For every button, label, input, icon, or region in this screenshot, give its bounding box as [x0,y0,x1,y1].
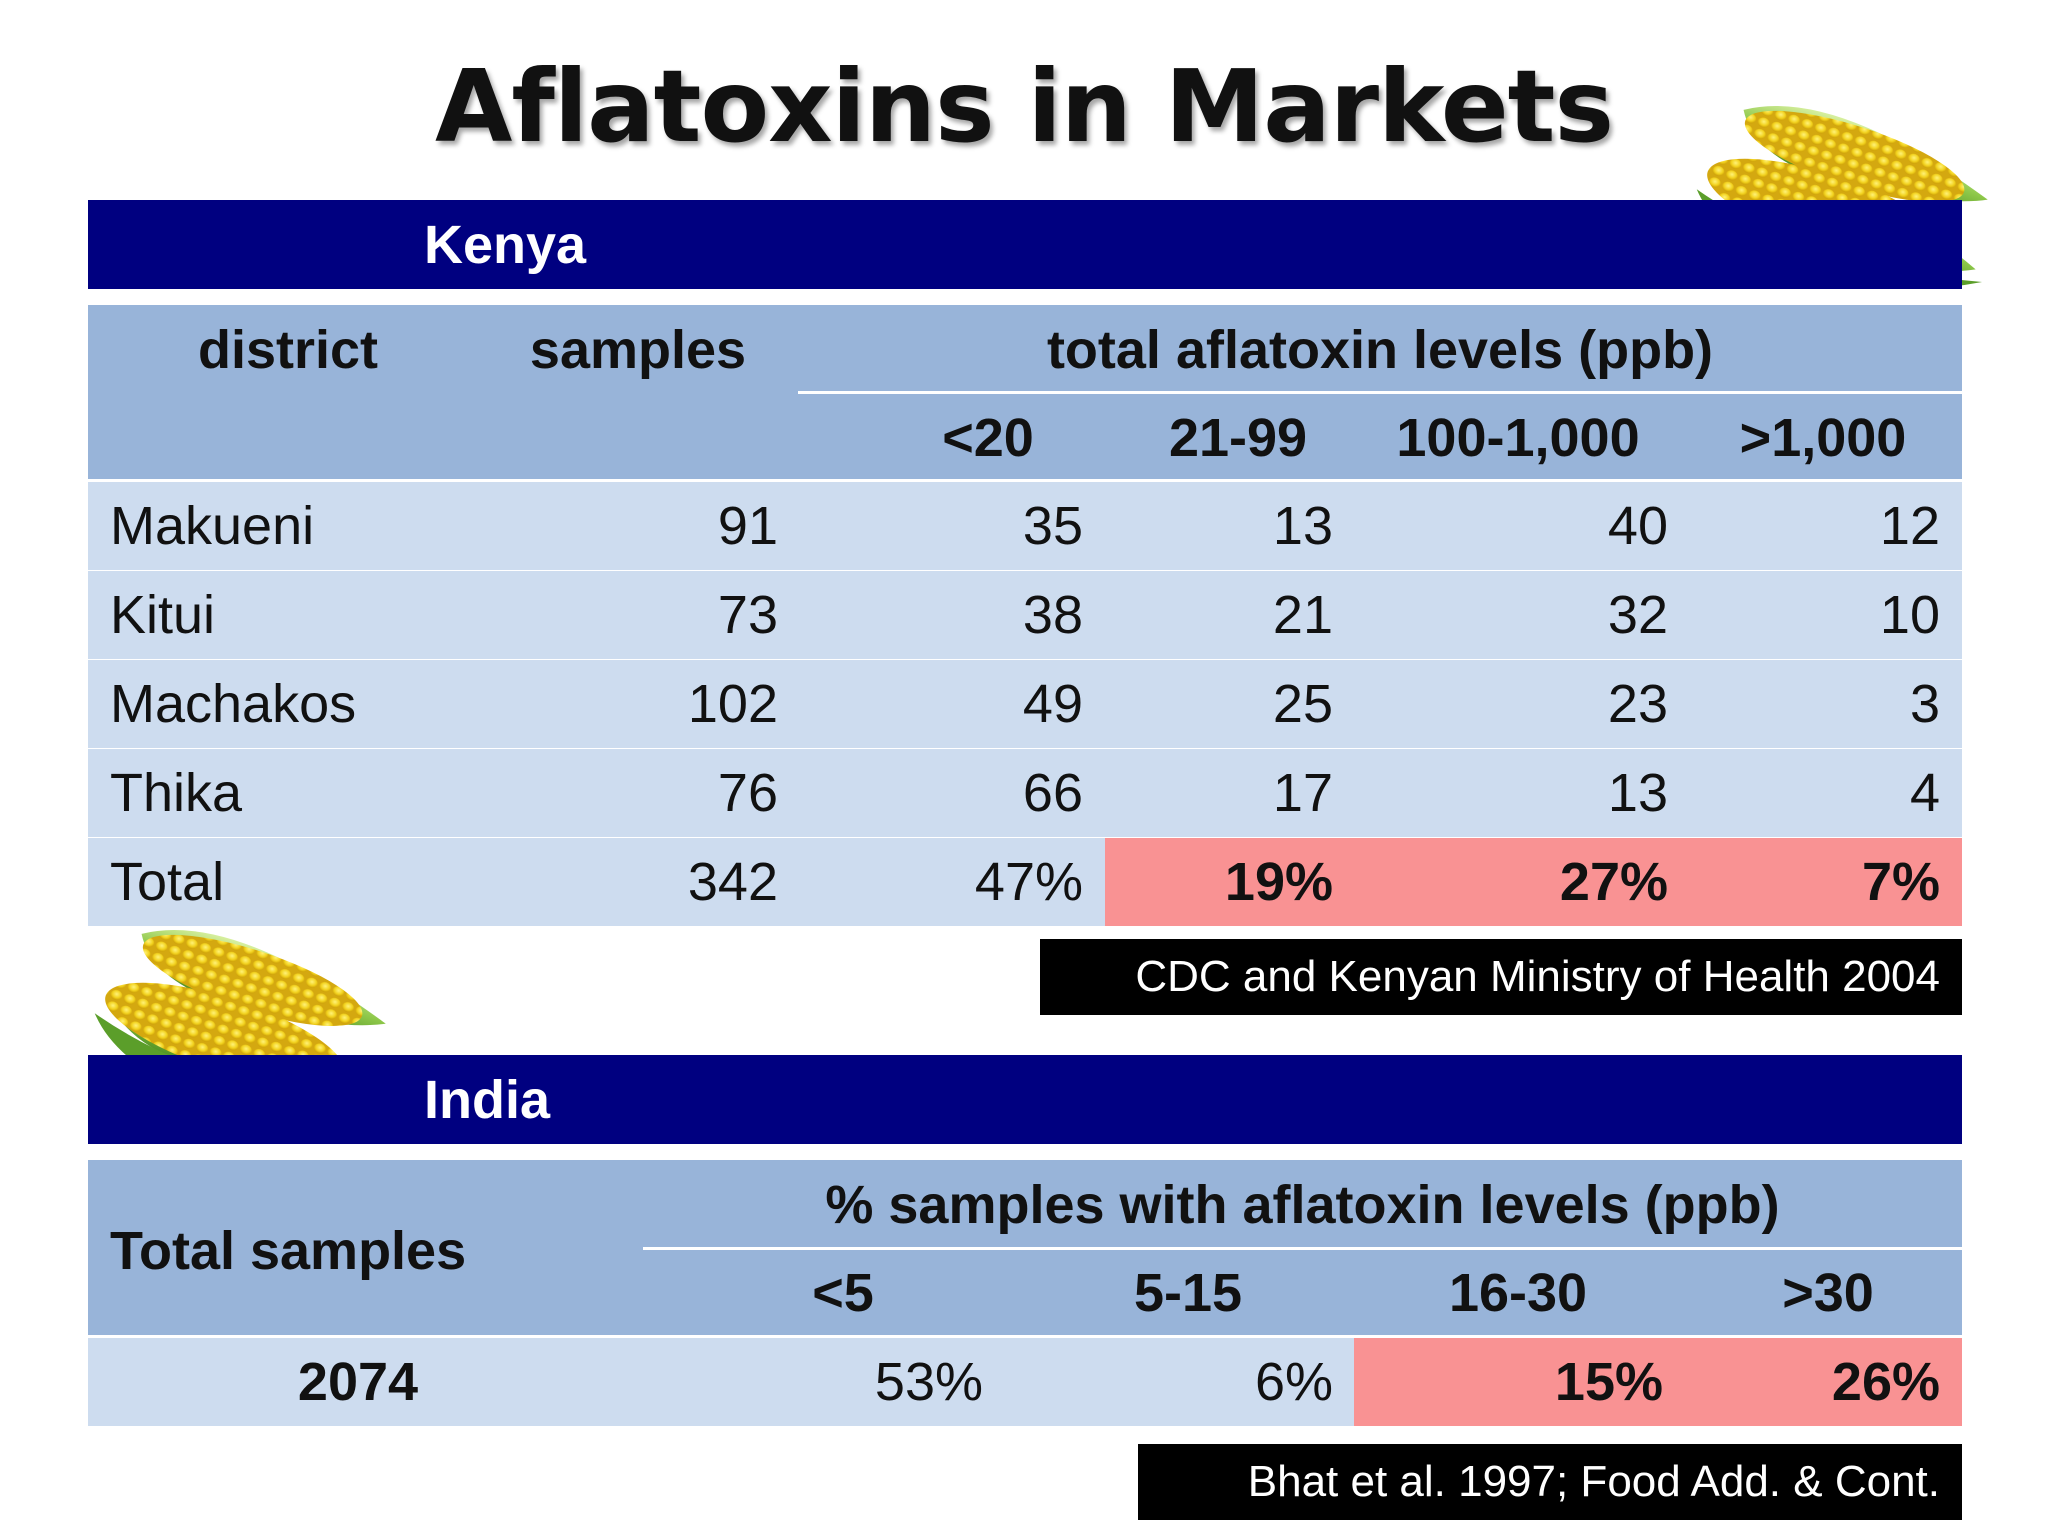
page-title: Aflatoxins in Markets [434,48,1614,165]
district-name: Thika [110,763,243,823]
total-bin-1: 47% [974,852,1083,912]
header-divider [643,1247,1962,1250]
bin-1-value: 66 [1022,763,1083,823]
india-bin-2: 6% [1254,1352,1333,1412]
kenya-table-header: district samples total aflatoxin levels … [88,305,1962,479]
india-bin-1: 53% [874,1352,983,1412]
bin-2-value: 21 [1272,585,1333,645]
bin-1-value: 38 [1022,585,1083,645]
header-bin-4: >1,000 [1739,408,1907,468]
total-bin-2: 19% [1224,852,1333,912]
samples-value: 91 [717,496,778,556]
header-samples: samples [529,320,747,380]
table-row: 2074 53% 6% 15% 26% [88,1338,1962,1426]
total-highlight [1105,838,1962,926]
total-bin-4: 7% [1861,852,1940,912]
samples-value: 73 [717,585,778,645]
table-row: Makueni 91 35 13 40 12 [88,482,1962,570]
bin-2-value: 13 [1272,496,1333,556]
bin-4-value: 4 [1909,763,1940,823]
district-name: Makueni [110,496,315,556]
samples-value: 76 [717,763,778,823]
header-bin-3: 16-30 [1448,1263,1588,1323]
header-bin-4: >30 [1782,1263,1874,1323]
kenya-label: Kenya [424,215,587,275]
bin-3-value: 32 [1607,585,1668,645]
bin-4-value: 10 [1879,585,1940,645]
bin-3-value: 40 [1607,496,1668,556]
bin-2-value: 17 [1272,763,1333,823]
table-row: Thika 76 66 17 13 4 [88,749,1962,837]
district-name: Kitui [110,585,216,645]
kenya-section-bar: Kenya [88,200,1962,289]
header-bin-2: 21-99 [1168,408,1308,468]
header-bin-2: 5-15 [1133,1263,1243,1323]
bin-4-value: 3 [1909,674,1940,734]
header-total-samples: Total samples [110,1221,467,1281]
header-bin-1: <20 [942,408,1034,468]
bin-3-value: 13 [1607,763,1668,823]
india-source-citation: Bhat et al. 1997; Food Add. & Cont. [1138,1444,1962,1520]
header-bin-3: 100-1,000 [1396,408,1640,468]
india-table-header: Total samples % samples with aflatoxin l… [88,1160,1962,1335]
india-bin-4: 26% [1831,1352,1940,1412]
table-row: Machakos 102 49 25 23 3 [88,660,1962,748]
samples-value: 102 [687,674,778,734]
bin-3-value: 23 [1607,674,1668,734]
bin-1-value: 49 [1022,674,1083,734]
india-highlight [1354,1338,1962,1426]
bin-4-value: 12 [1879,496,1940,556]
header-divider [798,391,1962,394]
india-section-bar: India [88,1055,1962,1144]
bin-1-value: 35 [1022,496,1083,556]
total-bin-3: 27% [1559,852,1668,912]
table-row: Kitui 73 38 21 32 10 [88,571,1962,659]
kenya-source-citation: CDC and Kenyan Ministry of Health 2004 [1040,939,1962,1015]
header-percent-levels: % samples with aflatoxin levels (ppb) [825,1175,1780,1235]
india-label: India [424,1070,551,1130]
district-name: Machakos [110,674,357,734]
bin-2-value: 25 [1272,674,1333,734]
total-samples: 342 [687,852,778,912]
india-bin-3: 15% [1554,1352,1663,1412]
header-bin-1: <5 [812,1263,874,1323]
total-label: Total [110,852,225,912]
header-aflatoxin-levels: total aflatoxin levels (ppb) [1046,320,1714,380]
india-total-samples: 2074 [297,1352,419,1412]
header-district: district [197,320,379,380]
total-row: Total 342 47% 19% 27% 7% [88,838,1962,926]
